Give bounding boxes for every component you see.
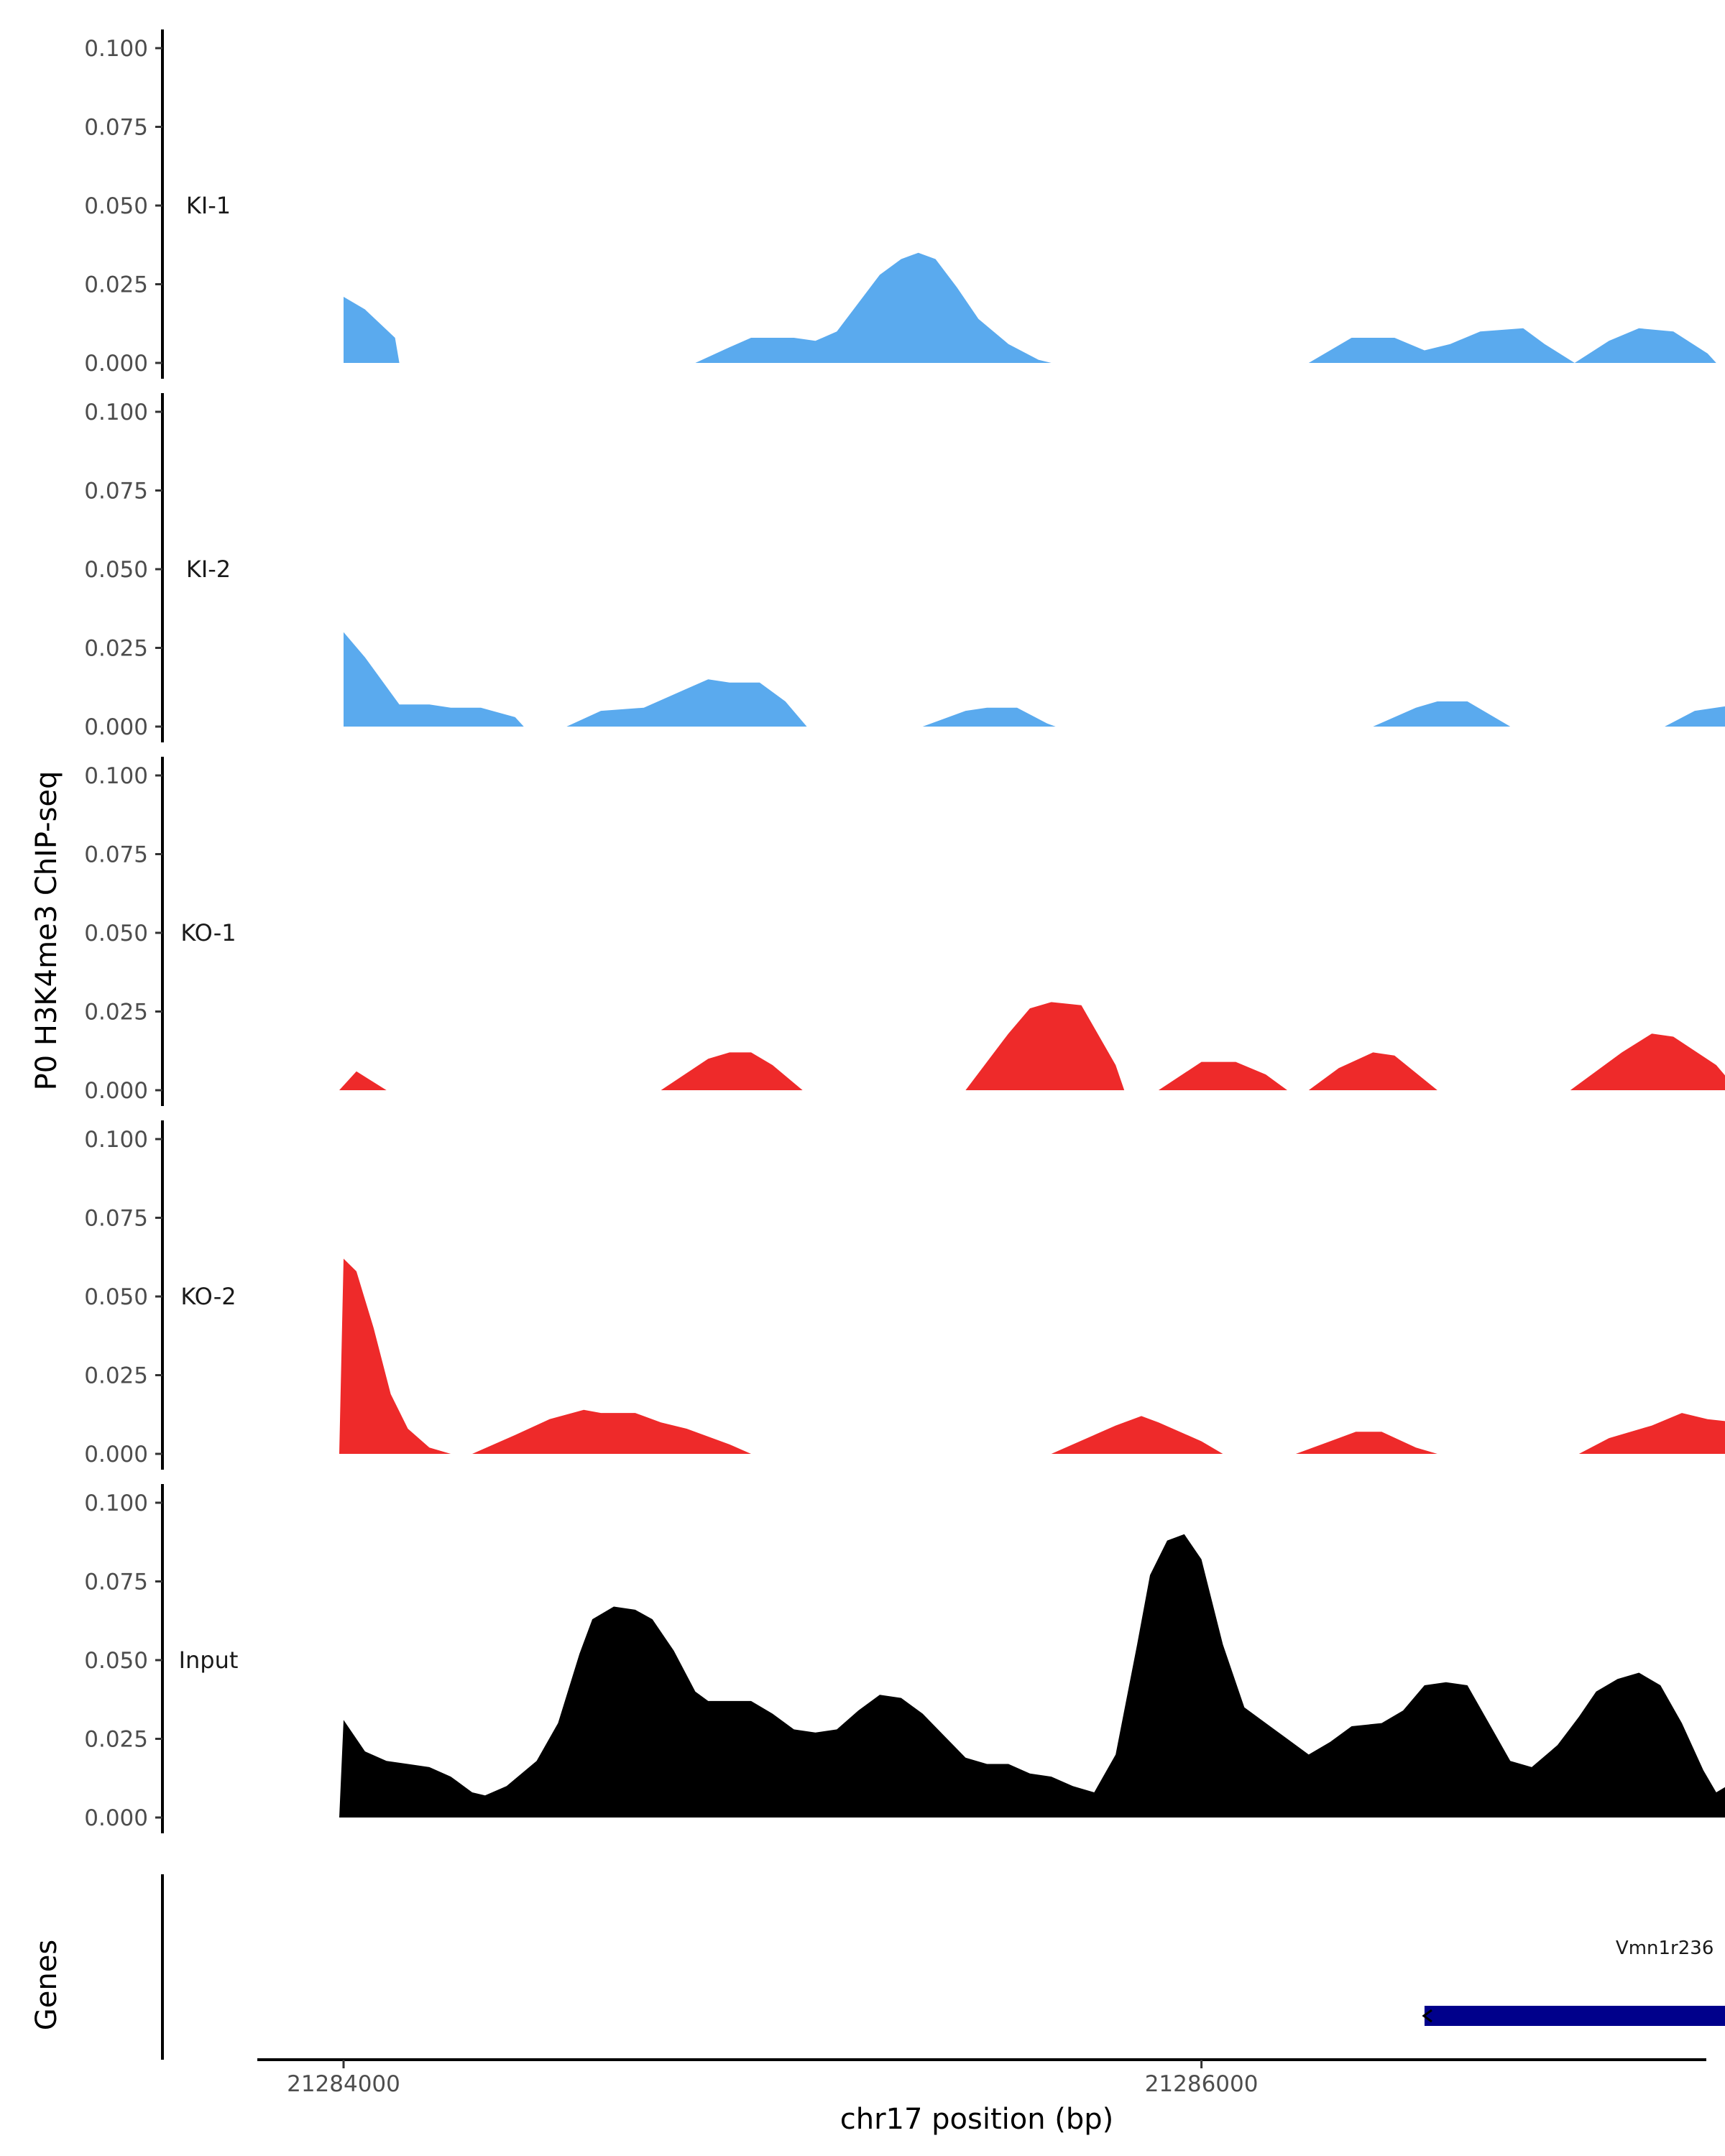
y-tick-label: 0.050 (84, 557, 148, 583)
signal-area-ki-2-3 (1373, 701, 1511, 727)
track-ko-2: 0.000 0.025 0.050 0.075 0.100 KO-2 (84, 1120, 1725, 1470)
y-tick-label: 0.050 (84, 1648, 148, 1674)
x-tick-label: 21284000 (287, 2071, 400, 2097)
x-tick-label: 21286000 (1145, 2071, 1259, 2097)
signal-area-ko-2-0 (339, 1258, 451, 1454)
tracks-layer: 0.0000.0250.0500.0750.100KI-10.0000.0250… (84, 29, 1725, 1833)
signal-area-ko-1-4 (1308, 1052, 1438, 1090)
track-ki-2: 0.000 0.025 0.050 0.075 0.100 KI-2 (84, 393, 1725, 742)
y-tick-label: 0.025 (84, 1363, 148, 1389)
track-label: KI-1 (186, 192, 231, 219)
y-tick-label: 0.025 (84, 1727, 148, 1753)
signal-area-ki-2-4 (1665, 706, 1725, 727)
gene-body (1424, 2006, 1725, 2026)
y-tick-label: 0.100 (84, 36, 148, 62)
y-axis-title: P0 H3K4me3 ChIP-seq (30, 771, 63, 1091)
signal-area-ki-2-0 (344, 632, 524, 727)
track-ko-1: 0.000 0.025 0.050 0.075 0.100 KO-1 (84, 757, 1725, 1106)
track-label: KO-2 (180, 1283, 236, 1310)
y-tick-label: 0.075 (84, 842, 148, 868)
y-tick-label: 0.100 (84, 400, 148, 425)
y-tick-label: 0.100 (84, 1127, 148, 1153)
signal-area-ki-1-1 (695, 252, 1052, 363)
signal-area-input-0 (339, 1534, 1725, 1818)
y-tick-label: 0.100 (84, 1491, 148, 1516)
y-tick-label: 0.025 (84, 636, 148, 662)
signal-area-ko-2-1 (472, 1409, 751, 1454)
x-axis: 21284000212860002128800021290000 (257, 2058, 1706, 2097)
signal-area-ko-2-3 (1295, 1432, 1438, 1454)
y-tick-label: 0.075 (84, 115, 148, 141)
track-input: 0.000 0.025 0.050 0.075 0.100 Input (84, 1484, 1725, 1833)
x-axis-title: chr17 position (bp) (840, 2103, 1114, 2136)
y-tick-label: 0.050 (84, 1284, 148, 1310)
y-tick-label: 0.000 (84, 1805, 148, 1831)
y-tick-label: 0.025 (84, 272, 148, 298)
signal-area-ko-1-3 (1158, 1061, 1287, 1090)
y-tick-label: 0.100 (84, 763, 148, 789)
signal-area-ko-2-4 (1578, 1413, 1725, 1454)
track-ki-1: 0.000 0.025 0.050 0.075 0.100 KI-1 (84, 29, 1716, 379)
genes-panel: Vmn1r236 (161, 1874, 1725, 2060)
signal-area-ko-1-2 (965, 1002, 1125, 1090)
y-tick-label: 0.075 (84, 1206, 148, 1232)
genes-axis-title: Genes (30, 1940, 63, 2030)
signal-area-ki-2-2 (922, 707, 1056, 727)
signal-area-ko-1-5 (1570, 1033, 1725, 1090)
y-tick-label: 0.075 (84, 479, 148, 505)
y-tick-label: 0.000 (84, 714, 148, 740)
y-tick-label: 0.000 (84, 1442, 148, 1468)
y-tick-label: 0.075 (84, 1570, 148, 1595)
y-tick-label: 0.000 (84, 351, 148, 377)
y-tick-label: 0.000 (84, 1078, 148, 1104)
y-tick-label: 0.050 (84, 193, 148, 219)
signal-area-ki-1-0 (344, 297, 400, 363)
y-tick-label: 0.025 (84, 1000, 148, 1026)
signal-area-ko-1-0 (339, 1071, 387, 1090)
track-label: KO-1 (180, 919, 236, 946)
signal-area-ki-1-3 (1574, 328, 1716, 363)
strand-arrow-icon (1422, 2009, 1432, 2023)
signal-area-ki-2-1 (566, 679, 807, 727)
track-label: KI-2 (186, 556, 231, 583)
signal-area-ko-1-1 (661, 1052, 803, 1090)
y-tick-label: 0.050 (84, 921, 148, 946)
signal-area-ko-2-2 (1051, 1416, 1223, 1454)
gene-label: Vmn1r236 (1616, 1938, 1714, 1959)
signal-area-ki-1-2 (1308, 328, 1575, 363)
track-label: Input (179, 1646, 239, 1674)
